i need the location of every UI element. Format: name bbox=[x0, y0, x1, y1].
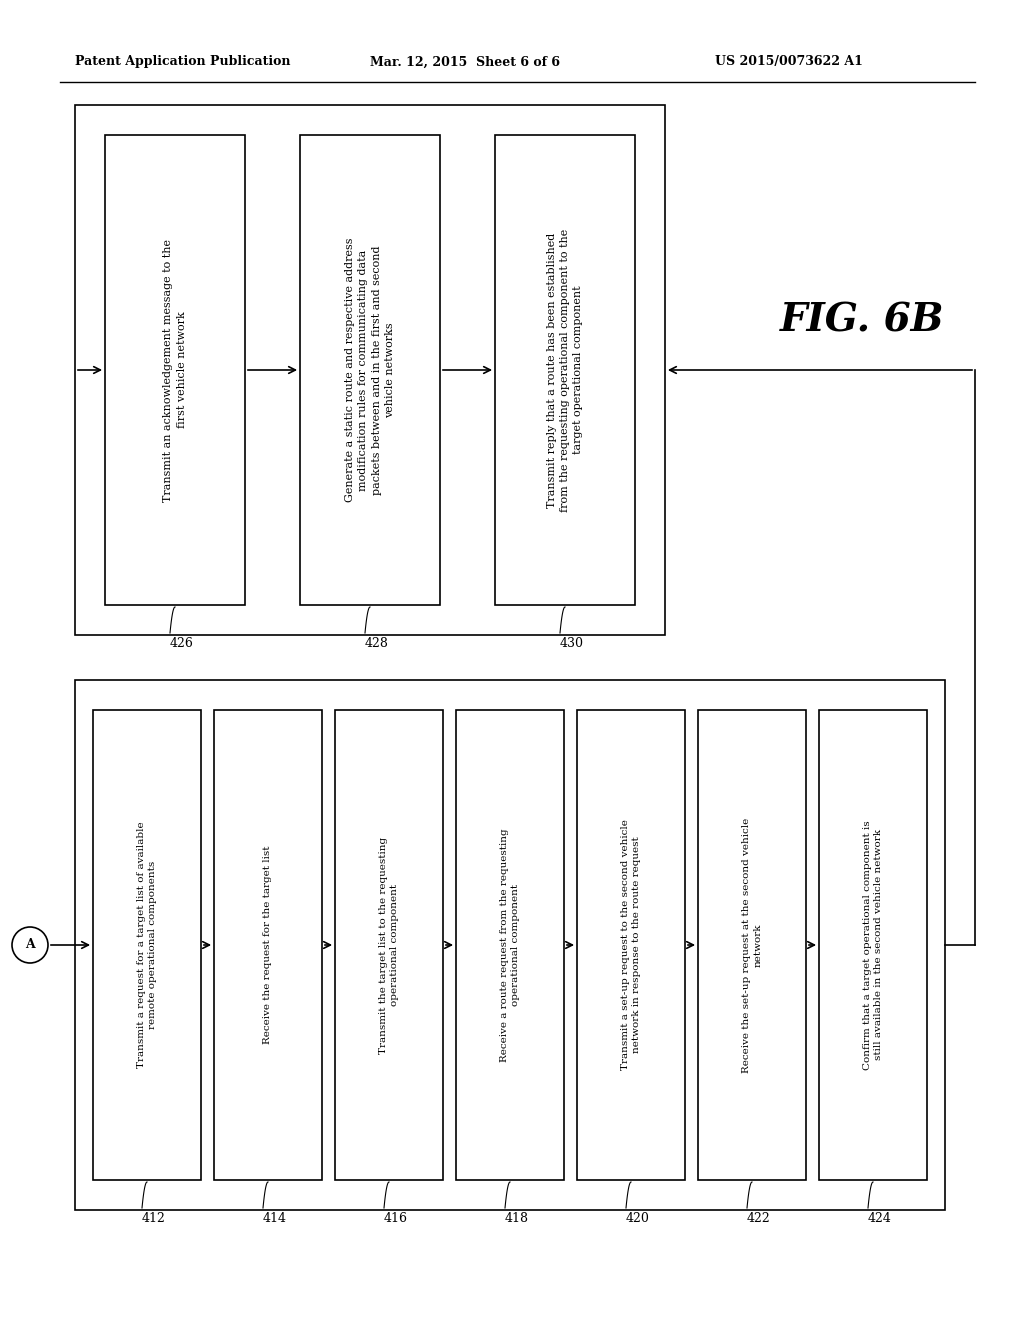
Bar bbox=[335, 710, 443, 1180]
Bar bbox=[698, 710, 806, 1180]
Text: Transmit the target list to the requesting
operational component: Transmit the target list to the requesti… bbox=[379, 837, 399, 1053]
Text: 424: 424 bbox=[868, 1212, 892, 1225]
Text: Receive the request for the target list: Receive the request for the target list bbox=[263, 846, 272, 1044]
Text: 428: 428 bbox=[365, 638, 389, 649]
Text: Receive the set-up request at the second vehicle
network: Receive the set-up request at the second… bbox=[741, 817, 763, 1073]
Bar bbox=[495, 135, 635, 605]
Text: Mar. 12, 2015  Sheet 6 of 6: Mar. 12, 2015 Sheet 6 of 6 bbox=[370, 55, 560, 69]
Bar bbox=[105, 135, 245, 605]
Text: Confirm that a target operational component is
still available in the second veh: Confirm that a target operational compon… bbox=[862, 820, 884, 1069]
Bar bbox=[93, 710, 201, 1180]
Text: Receive a route request from the requesting
operational component: Receive a route request from the request… bbox=[500, 828, 520, 1061]
Bar bbox=[75, 106, 665, 635]
Bar bbox=[300, 135, 440, 605]
Text: 418: 418 bbox=[505, 1212, 529, 1225]
Text: 422: 422 bbox=[746, 1212, 771, 1225]
Text: 420: 420 bbox=[626, 1212, 650, 1225]
Text: Transmit reply that a route has been established
from the requesting operational: Transmit reply that a route has been est… bbox=[547, 228, 584, 512]
Text: FIG. 6B: FIG. 6B bbox=[780, 301, 944, 339]
Bar bbox=[577, 710, 685, 1180]
Text: Transmit a request for a target list of available
remote operational components: Transmit a request for a target list of … bbox=[136, 821, 158, 1068]
Text: Transmit a set-up request to the second vehicle
network in response to the route: Transmit a set-up request to the second … bbox=[621, 820, 641, 1071]
Text: Patent Application Publication: Patent Application Publication bbox=[75, 55, 291, 69]
Text: 416: 416 bbox=[384, 1212, 408, 1225]
Text: A: A bbox=[26, 939, 35, 952]
Circle shape bbox=[12, 927, 48, 964]
Text: Transmit an acknowledgement message to the
first vehicle network: Transmit an acknowledgement message to t… bbox=[164, 239, 186, 502]
Bar bbox=[214, 710, 322, 1180]
Text: 412: 412 bbox=[142, 1212, 166, 1225]
Text: 430: 430 bbox=[560, 638, 584, 649]
Bar bbox=[456, 710, 564, 1180]
Text: 426: 426 bbox=[170, 638, 194, 649]
Bar bbox=[75, 680, 945, 1210]
Text: Generate a static route and respective address
modification rules for communicat: Generate a static route and respective a… bbox=[345, 238, 395, 502]
Text: US 2015/0073622 A1: US 2015/0073622 A1 bbox=[715, 55, 863, 69]
Text: 414: 414 bbox=[263, 1212, 287, 1225]
Bar bbox=[819, 710, 927, 1180]
